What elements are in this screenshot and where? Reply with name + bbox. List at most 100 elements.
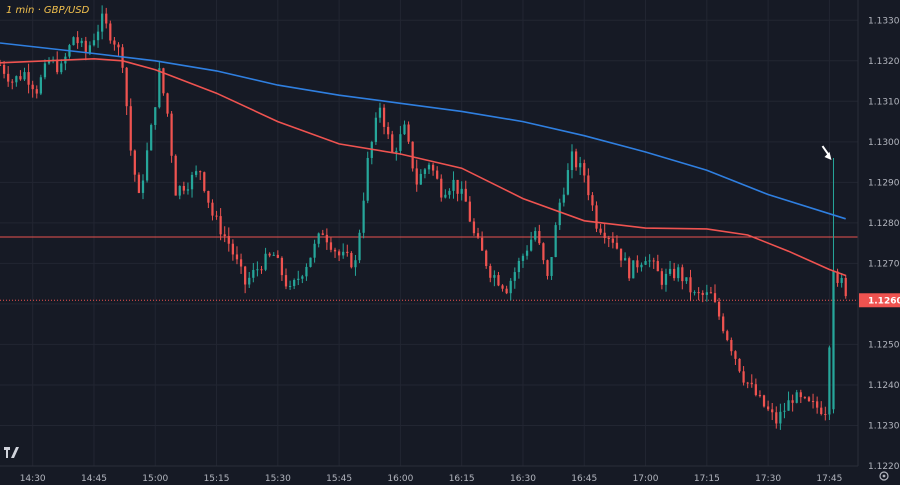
candle-body [574, 151, 578, 168]
candle-body [521, 255, 525, 261]
candle-body [7, 73, 10, 82]
candle-body [632, 260, 635, 279]
candle-body [96, 31, 100, 41]
arrow-annotation-head [824, 152, 832, 161]
candle-body [423, 169, 427, 174]
y-tick-label: 1.12500 [868, 340, 900, 350]
candle-body [39, 77, 42, 94]
candle-body [162, 68, 165, 94]
candle-body [88, 45, 92, 53]
candle-body [268, 253, 271, 256]
candle-body [280, 257, 284, 276]
candle-body [166, 93, 169, 114]
candle-body [636, 260, 639, 268]
candle-body [689, 277, 692, 293]
candle-body [431, 164, 435, 171]
candle-body [530, 239, 533, 251]
candle-body [284, 275, 288, 287]
y-tick-label: 1.13200 [868, 57, 900, 67]
candle-body [415, 168, 418, 185]
x-tick-label: 14:30 [20, 474, 46, 484]
candle-body [607, 238, 610, 240]
candle-body [436, 170, 439, 179]
candle-body [325, 234, 328, 243]
x-tick-label: 15:30 [265, 474, 291, 484]
candle-body [517, 260, 521, 273]
candle-body [35, 89, 38, 94]
candle-body [758, 395, 762, 397]
candle-body [391, 134, 394, 153]
x-tick-label: 17:15 [694, 474, 720, 484]
candle-body [722, 316, 725, 332]
candle-body [628, 258, 631, 279]
candle-body [738, 358, 741, 372]
candle-body [194, 171, 198, 175]
candle-body [203, 172, 206, 191]
candle-body [117, 44, 120, 48]
candle-body [579, 163, 582, 168]
candle-body [244, 266, 247, 285]
candle-body [374, 117, 378, 142]
candle-body [583, 163, 586, 176]
candle-body [460, 188, 463, 194]
x-tick-label: 16:30 [510, 474, 536, 484]
candle-body [43, 63, 47, 78]
candle-body [513, 272, 516, 281]
candle-body [248, 277, 251, 285]
candle-body [92, 40, 96, 46]
candle-body [23, 72, 26, 80]
x-tick-label: 16:15 [449, 474, 475, 484]
candle-body [566, 170, 570, 195]
candle-body [685, 277, 688, 282]
candle-body [811, 400, 815, 402]
candle-body [717, 301, 721, 317]
candle-body [820, 407, 823, 414]
candle-body [452, 179, 455, 191]
candle-body [354, 260, 357, 268]
candle-body [615, 242, 619, 249]
candle-body [750, 382, 753, 385]
candle-body [681, 267, 684, 282]
y-tick-label: 1.12700 [868, 259, 900, 269]
candle-body [362, 200, 365, 233]
candle-body [468, 201, 471, 222]
candle-body [174, 155, 177, 196]
tv-logo-slash [11, 447, 19, 458]
x-tick-label: 15:15 [204, 474, 230, 484]
candle-body [0, 64, 2, 66]
candle-body [656, 261, 659, 272]
candle-body [76, 37, 79, 44]
candle-body [693, 292, 696, 294]
candle-body [154, 107, 157, 125]
tv-logo-icon [4, 447, 19, 458]
candle-body [844, 277, 847, 297]
candle-body [47, 60, 51, 64]
candle-body [558, 202, 561, 226]
candle-body [182, 185, 185, 191]
candle-body [84, 40, 87, 53]
candle-body [795, 392, 798, 403]
candles [0, 5, 847, 430]
grid [0, 0, 858, 467]
candle-body [427, 164, 431, 170]
candle-body [640, 264, 643, 268]
candle-body [713, 293, 717, 302]
candle-body [464, 188, 467, 202]
candle-body [832, 271, 835, 410]
candle-body [476, 233, 480, 238]
candle-body [554, 225, 557, 258]
ma-fast-line [0, 57, 846, 277]
x-tick-label: 16:00 [387, 474, 413, 484]
candle-body [80, 40, 83, 44]
candle-body [664, 273, 668, 285]
candle-body [137, 174, 141, 193]
candle-body [317, 233, 320, 244]
candle-body [734, 351, 737, 359]
candle-body [701, 292, 704, 295]
candle-body [836, 271, 839, 283]
x-tick-label: 16:45 [571, 474, 597, 484]
candle-body [677, 267, 680, 279]
candle-body [542, 243, 545, 261]
candle-body [509, 280, 512, 294]
